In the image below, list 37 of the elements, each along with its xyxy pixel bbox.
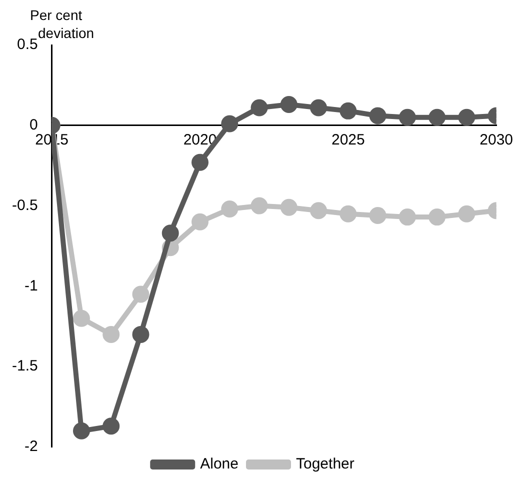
legend-label: Alone <box>200 456 239 473</box>
point <box>428 108 446 126</box>
point <box>250 197 268 214</box>
point <box>310 202 328 220</box>
point <box>72 310 90 327</box>
y-tick-label: -1 <box>24 277 38 294</box>
point <box>221 200 238 218</box>
point <box>72 422 90 440</box>
point <box>132 326 150 343</box>
point <box>458 205 476 222</box>
point <box>250 99 268 116</box>
point <box>310 99 328 116</box>
point <box>221 115 238 132</box>
point <box>192 213 209 230</box>
x-tick-label: 2030 <box>480 132 514 149</box>
y-tick-label: -2 <box>24 438 38 456</box>
point <box>132 286 150 303</box>
point <box>280 96 298 113</box>
y-tick-label: -0.5 <box>12 196 38 214</box>
point <box>340 205 357 222</box>
y-tick-label: 0 <box>30 116 38 134</box>
y-tick-label: -1.5 <box>12 358 38 375</box>
point <box>369 206 386 224</box>
point <box>102 418 120 435</box>
point <box>428 208 446 226</box>
y-tick-label: 0.5 <box>16 36 38 54</box>
point <box>458 108 476 126</box>
legend-label: Together <box>296 456 354 473</box>
point <box>398 108 416 126</box>
point <box>102 326 120 343</box>
point <box>369 107 386 124</box>
point <box>340 102 357 120</box>
point <box>162 224 179 242</box>
point <box>398 208 416 226</box>
point <box>280 198 298 216</box>
x-tick-label: 2025 <box>331 132 365 149</box>
point <box>192 154 209 171</box>
